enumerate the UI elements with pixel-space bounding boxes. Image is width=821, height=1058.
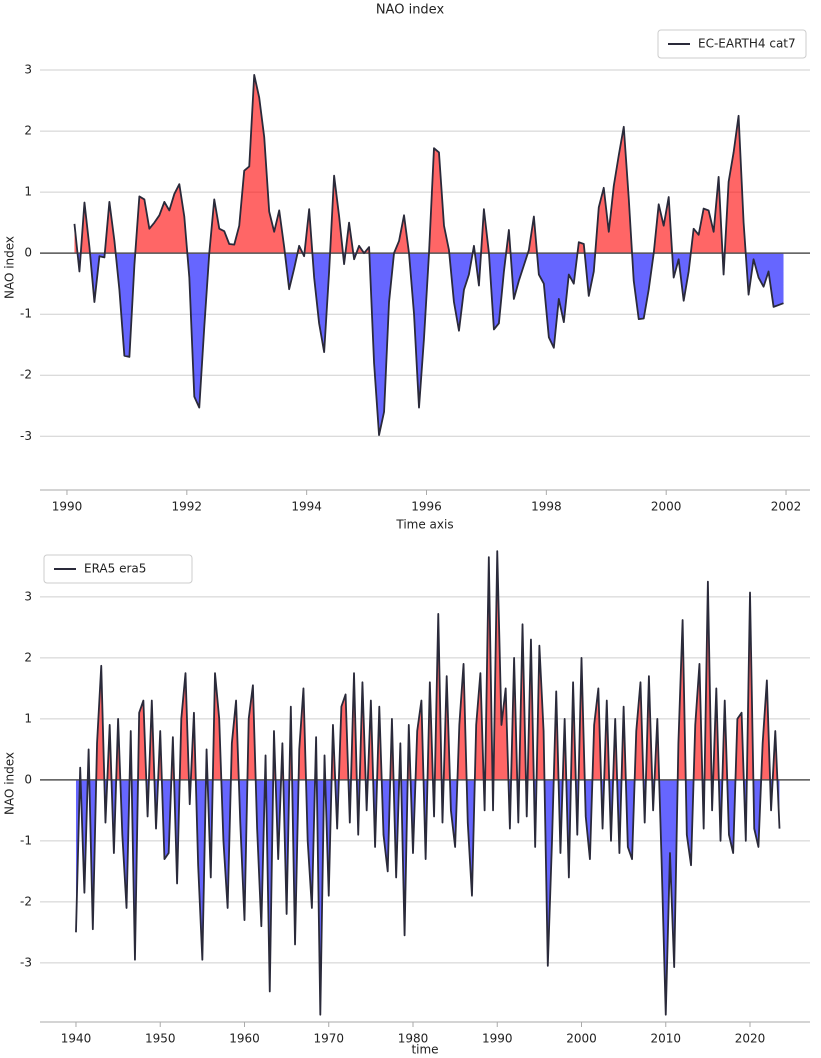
subplot: NAO index -3 -2 -1 0 1 2 3 1990 1992 1994 1996 1998 2…: [3, 3, 810, 532]
x-tick-label: 1960: [229, 1032, 260, 1046]
y-tick-label: 1: [24, 185, 32, 199]
x-tick-label: 1994: [291, 500, 322, 514]
positive-area: [75, 551, 780, 780]
x-tick-label: 1996: [411, 500, 442, 514]
x-tick-label: 1940: [61, 1032, 92, 1046]
positive-area: [74, 74, 784, 254]
y-tick-label: 3: [24, 63, 32, 77]
y-tick-label: -3: [20, 429, 32, 443]
x-tick-label: 1980: [398, 1032, 429, 1046]
x-tick-label: 1970: [313, 1032, 344, 1046]
legend-box: [657, 29, 807, 59]
y-tick-label: 0: [24, 246, 32, 260]
y-tick-label: -1: [20, 833, 32, 847]
x-axis-label: Time axis: [395, 518, 453, 532]
y-tick-label: -3: [20, 955, 32, 969]
y-tick-label: -2: [20, 368, 32, 382]
x-tick-label: 1950: [145, 1032, 176, 1046]
legend-box: [43, 554, 193, 584]
x-tick-label: 1992: [172, 500, 203, 514]
y-axis-label: NAO index: [3, 236, 17, 299]
x-tick-label: 2020: [735, 1032, 766, 1046]
y-tick-label: -1: [20, 307, 32, 321]
legend-label: EC-EARTH4 cat7: [698, 37, 796, 51]
x-tick-label: 1998: [531, 500, 562, 514]
series-line: [75, 550, 781, 1016]
y-tick-label: 2: [24, 650, 32, 664]
y-tick-label: -2: [20, 894, 32, 908]
y-tick-label: 0: [24, 772, 32, 786]
series-line: [73, 74, 784, 436]
x-tick-label: 1990: [482, 1032, 513, 1046]
x-tick-label: 2000: [651, 500, 682, 514]
chart-title: NAO index: [376, 3, 445, 18]
legend: ERA5 era5: [43, 554, 193, 584]
y-tick-label: 1: [24, 711, 32, 725]
x-tick-label: 2010: [650, 1032, 681, 1046]
x-tick-label: 2002: [771, 500, 802, 514]
x-axis-label: time: [411, 1043, 438, 1057]
x-tick-label: 2000: [566, 1032, 597, 1046]
subplot: -3 -2 -1 0 1 2 3 1940 1950 1960 1970 1980 1990 2000 20…: [3, 550, 810, 1057]
y-tick-label: 3: [24, 589, 32, 603]
x-tick-label: 1990: [52, 500, 83, 514]
y-axis-label: NAO index: [3, 752, 17, 815]
y-tick-label: 2: [24, 124, 32, 138]
legend-label: ERA5 era5: [84, 562, 146, 576]
legend: EC-EARTH4 cat7: [657, 29, 807, 59]
